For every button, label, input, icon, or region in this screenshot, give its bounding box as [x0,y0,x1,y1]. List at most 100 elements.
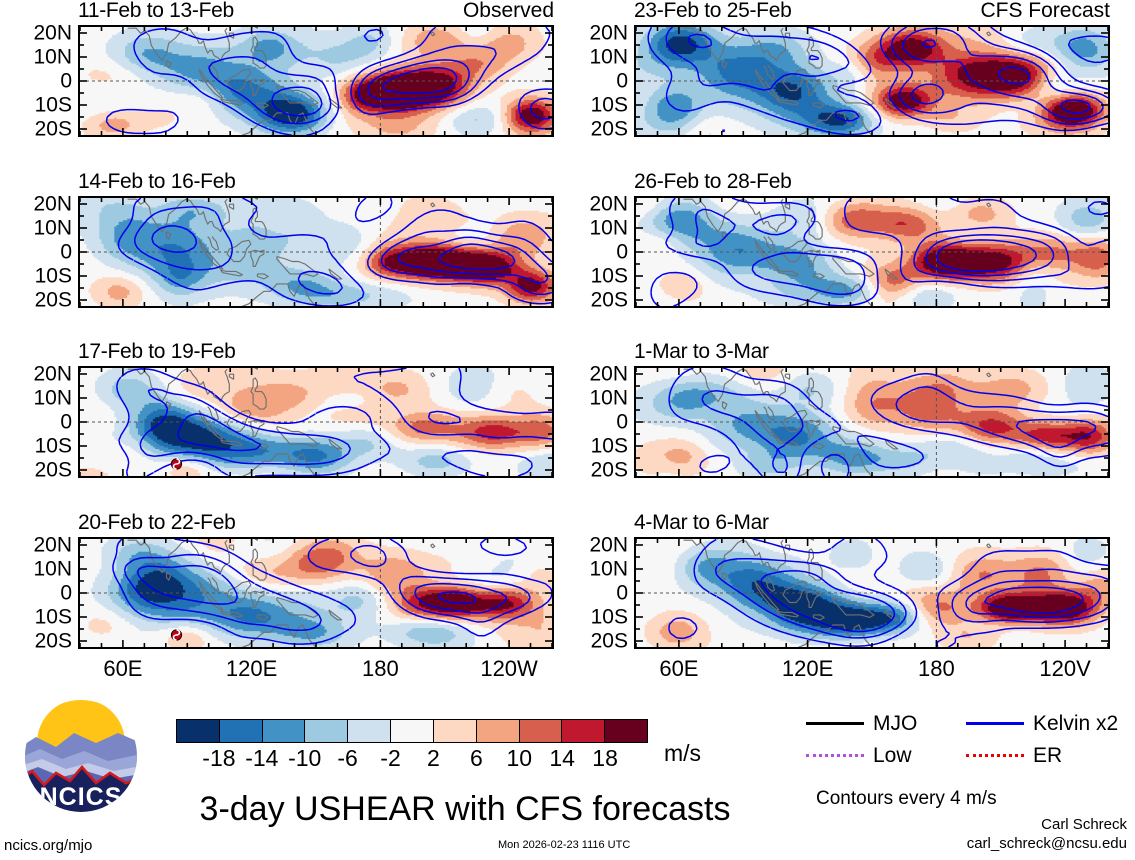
legend-label: MJO [873,711,918,735]
reference-gridlines [80,27,552,135]
x-tick-label: 120W [480,656,538,681]
y-tick-label: 10N [589,45,628,69]
author-name: Carl Schreck [1041,816,1127,833]
kelvin-contours-negative [116,368,533,476]
kelvin-contours-positive [353,368,552,440]
y-tick-label: 20N [589,362,628,386]
y-axis-labels: 20N 10N 0 10S 20S [0,533,72,653]
panel-title: 17-Feb to 19-Feb [78,340,236,363]
axis-ticks [80,368,552,476]
coastlines [127,198,436,306]
panel-2-1: 14-Feb to 16-Feb 20N 10N 0 10S 20S [33,171,554,311]
y-tick-label: 20S [34,629,72,653]
panel-title: 20-Feb to 22-Feb [78,511,236,534]
panel-4-1: 20-Feb to 22-Feb 20N 10N 0 10S 20S 60E 120E 180… [33,512,554,680]
colorbar-swatch [518,720,562,742]
axis-ticks [636,27,1108,135]
y-axis-labels: 20N 10N 0 10S 20S [0,21,72,141]
axis-ticks [636,368,1108,476]
colorbar-tick-label: -6 [337,745,358,771]
colorbar-tick-label: -18 [202,745,236,771]
author-email[interactable]: carl_schreck@ncsu.edu [966,835,1127,852]
y-axis-labels: 20N 10N 0 10S 20S [556,192,628,312]
colorbar-swatch [261,720,305,742]
kelvin-contours-negative [693,539,918,647]
reference-gridlines [636,27,1108,135]
legend-row: Low ER [806,739,1126,771]
colorbar-swatch [177,720,219,742]
contour-interval-note: Contours every 4 m/s [816,788,997,809]
x-tick-label: 120E [781,656,834,681]
colorbar-tick-label: 14 [549,745,575,771]
y-tick-label: 20N [33,533,72,557]
y-tick-label: 10N [589,216,628,240]
x-axis-labels: 60E 120E 180 120W [78,658,554,684]
filled-contours [80,539,552,647]
axis-ticks [80,198,552,306]
column-label-observed: Observed [462,0,554,22]
panel-4-2: 4-Mar to 6-Mar 20N 10N 0 10S 20S 60E 120E 180 12… [589,512,1110,680]
y-tick-label: 0 [616,581,628,605]
x-tick-label: 60E [103,656,143,681]
map-plot-area [634,366,1110,478]
y-tick-label: 10S [34,93,72,117]
legend-item-low: Low [806,745,966,766]
y-tick-label: 20S [590,288,628,312]
legend-item-mjo: MJO [806,713,966,734]
kelvin-contours-positive [105,27,552,135]
colorbar-tick-label: -10 [288,745,322,771]
reference-gridlines [636,198,1108,306]
kelvin-contours-negative [133,28,384,135]
legend-label: ER [1033,743,1063,767]
y-tick-label: 10S [34,605,72,629]
y-tick-label: 20N [589,192,628,216]
ncics-logo[interactable]: NCICS [22,697,140,815]
generation-timestamp: Mon 2026-02-23 1116 UTC [498,839,631,851]
panel-title: 11-Feb to 13-Feb [78,0,234,22]
kelvin-contours-positive [366,209,552,305]
x-tick-label: 180 [918,656,955,681]
panel-grid: 11-Feb to 13-Feb Observed 20N 10N 0 10S 20S 14… [0,0,1110,680]
colorbar-tick-label: 2 [427,745,440,771]
y-tick-label: 10S [590,93,628,117]
y-tick-label: 10S [34,264,72,288]
kelvin-contours-negative [665,198,1108,306]
y-tick-label: 0 [60,410,72,434]
coastlines [683,198,992,306]
y-tick-label: 10N [589,557,628,581]
colorbar-swatch [561,720,605,742]
kelvin-contours-positive [307,539,552,637]
coastlines [683,368,992,476]
panel-title: 23-Feb to 25-Feb [634,0,792,22]
y-tick-label: 10N [33,386,72,410]
map-plot-area [78,196,554,308]
y-axis-labels: 20N 10N 0 10S 20S [556,23,628,140]
y-tick-label: 0 [616,410,628,434]
y-tick-label: 20S [590,629,628,653]
map-plot-area [78,366,554,478]
y-tick-label: 10S [590,434,628,458]
legend-line-swatch [806,753,864,757]
y-axis-labels: 20N 10N 0 10S 20S [556,535,628,653]
colorbar-tick-label: 10 [506,745,533,771]
kelvin-contours-negative [112,539,357,645]
colorbar-swatch [432,720,476,742]
x-tick-label: 60E [659,656,699,681]
axis-ticks [636,539,1108,647]
y-tick-label: 20S [34,117,72,141]
colorbar-swatch [475,720,519,742]
panel-title: 1-Mar to 3-Mar [634,340,769,363]
x-tick-label: 120E [225,656,278,681]
panel-3-1: 17-Feb to 19-Feb 20N 10N 0 10S 20S [33,341,554,481]
legend-line-swatch [806,721,864,725]
y-tick-label: 20N [33,21,72,45]
site-url[interactable]: ncics.org/mjo [4,837,93,854]
coastlines [127,27,436,135]
colorbar-tick-label: 18 [592,745,618,771]
panel-title: 4-Mar to 6-Mar [634,511,769,534]
y-tick-label: 0 [60,69,72,93]
page-title: 3-day USHEAR with CFS forecasts [199,790,731,828]
y-tick-label: 10S [34,434,72,458]
kelvin-contours-negative [668,368,925,476]
y-tick-label: 0 [616,69,628,93]
